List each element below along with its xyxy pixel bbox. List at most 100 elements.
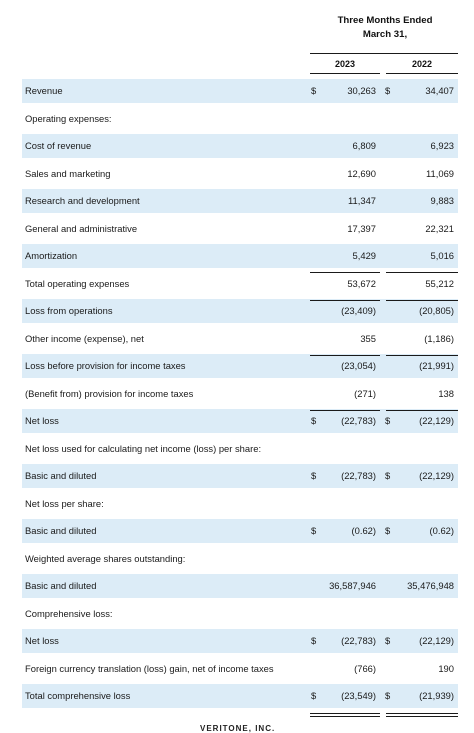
- value-2023: 355: [360, 332, 376, 344]
- value-2022: (21,991): [419, 360, 454, 371]
- currency-symbol-2022: $: [385, 525, 391, 536]
- table-row: Comprehensive loss:: [22, 602, 458, 626]
- table-row: Net loss used for calculating net income…: [22, 437, 458, 461]
- table-row: Foreign currency translation (loss) gain…: [22, 657, 458, 681]
- year-rule-2023: [310, 73, 380, 74]
- table-row: Basic and diluted $ (22,783) $ (22,129): [22, 464, 458, 488]
- value-2023: 12,690: [347, 167, 376, 179]
- table-row: Revenue $30,263 $34,407: [22, 79, 458, 103]
- row-label: Basic and diluted: [25, 580, 97, 591]
- table-row: Basic and diluted 36,587,946 35,476,948: [22, 574, 458, 598]
- value-2022: 6,923: [430, 140, 454, 151]
- row-label: Basic and diluted: [25, 525, 97, 536]
- table-row: Net loss $ (22,783) $ (22,129): [22, 409, 458, 433]
- value-2022: (1,186): [424, 332, 454, 344]
- row-label: Loss before provision for income taxes: [25, 360, 186, 371]
- row-label: Operating expenses:: [25, 112, 112, 124]
- value-2022: (21,939): [419, 690, 454, 701]
- total-rule-2023: [310, 713, 380, 714]
- value-2023: 5,429: [352, 250, 376, 261]
- subtotal-rule-2023: [310, 355, 380, 356]
- value-2022: (22,129): [419, 635, 454, 646]
- currency-symbol-2023: $: [311, 690, 317, 701]
- table-row: Weighted average shares outstanding:: [22, 547, 458, 571]
- value-2022: (22,129): [419, 415, 454, 426]
- value-2022: 190: [438, 662, 454, 674]
- value-2023: 6,809: [352, 140, 376, 151]
- table-row: Net loss per share:: [22, 492, 458, 516]
- currency-symbol-2023: $: [311, 470, 317, 481]
- subtotal-rule-2022: [386, 272, 458, 273]
- table-row: Other income (expense), net 355 (1,186): [22, 327, 458, 351]
- row-label: General and administrative: [25, 222, 138, 234]
- total-rule-double-2022: [386, 716, 458, 717]
- row-label: Net loss per share:: [25, 497, 104, 509]
- value-2023: (22,783): [341, 470, 376, 481]
- table-row: Cost of revenue 6,809 6,923: [22, 134, 458, 158]
- value-2023: (271): [354, 387, 376, 399]
- table-row: Research and development 11,347 9,883: [22, 189, 458, 213]
- period-header-line2: March 31,: [362, 29, 408, 40]
- value-2023: (766): [354, 662, 376, 674]
- total-rule-2022: [386, 713, 458, 714]
- value-2023: 36,587,946: [329, 580, 376, 591]
- value-2023: 53,672: [347, 277, 376, 289]
- row-label: Total operating expenses: [25, 277, 130, 289]
- value-2023: (23,054): [341, 360, 376, 371]
- subtotal-rule-2022: [386, 355, 458, 356]
- column-header-2022: 2022: [411, 59, 433, 69]
- value-2022: 22,321: [425, 222, 454, 234]
- subtotal-rule-2023: [310, 410, 380, 411]
- table-row: Operating expenses:: [22, 107, 458, 131]
- table-row: Loss before provision for income taxes (2…: [22, 354, 458, 378]
- subtotal-rule-2023: [310, 300, 380, 301]
- value-2022: (22,129): [419, 470, 454, 481]
- table-row: Basic and diluted $ (0.62) $ (0.62): [22, 519, 458, 543]
- table-row: (Benefit from) provision for income taxe…: [22, 382, 458, 406]
- header-rule: [310, 53, 458, 54]
- value-2022: 138: [438, 387, 454, 399]
- row-label: Cost of revenue: [25, 140, 92, 151]
- currency-symbol-2022: $: [385, 635, 391, 646]
- value-2022: 5,016: [430, 250, 454, 261]
- value-2023: (0.62): [351, 525, 377, 536]
- row-label: Basic and diluted: [25, 470, 97, 481]
- value-2022: 35,476,948: [407, 580, 454, 591]
- row-label: (Benefit from) provision for income taxe…: [25, 387, 194, 399]
- value-2022: 55,212: [425, 277, 454, 289]
- row-label: Other income (expense), net: [25, 332, 144, 344]
- value-2023: (23,549): [341, 690, 376, 701]
- value-2022: (0.62): [429, 525, 455, 536]
- table-row: Amortization 5,429 5,016: [22, 244, 458, 268]
- value-2022: 9,883: [430, 195, 454, 206]
- value-2023: 17,397: [347, 222, 376, 234]
- row-label: Amortization: [25, 250, 78, 261]
- period-header-line1: Three Months Ended: [337, 15, 433, 26]
- currency-symbol-2022: $: [385, 470, 391, 481]
- row-label: Revenue: [25, 85, 63, 96]
- value-2023: (23,409): [341, 305, 376, 316]
- table-row: Net loss $ (22,783) $ (22,129): [22, 629, 458, 653]
- row-label: Comprehensive loss:: [25, 607, 113, 619]
- value-2023: (22,783): [341, 415, 376, 426]
- value-2022: (20,805): [419, 305, 454, 316]
- currency-symbol-2023: $: [311, 635, 317, 646]
- row-label: Loss from operations: [25, 305, 113, 316]
- row-label: Foreign currency translation (loss) gain…: [25, 662, 274, 674]
- row-label: Total comprehensive loss: [25, 690, 131, 701]
- currency-symbol-2022: $: [385, 415, 391, 426]
- table-row: Total comprehensive loss $ (23,549) $ (21,93…: [22, 684, 458, 708]
- column-header-2023: 2023: [334, 59, 356, 69]
- value-2023: 30,263: [347, 85, 376, 96]
- value-2023: (22,783): [341, 635, 376, 646]
- year-rule-2022: [386, 73, 458, 74]
- value-2023: 11,347: [348, 195, 376, 206]
- row-label: Net loss: [25, 415, 59, 426]
- subtotal-rule-2022: [386, 300, 458, 301]
- footer-text: VERITONE, INC.: [200, 724, 276, 733]
- currency-symbol-2023: $: [311, 525, 317, 536]
- table-row: Loss from operations (23,409) (20,805): [22, 299, 458, 323]
- table-row: General and administrative 17,397 22,321: [22, 217, 458, 241]
- currency-symbol-2023: $: [311, 85, 317, 96]
- row-label: Net loss: [25, 635, 59, 646]
